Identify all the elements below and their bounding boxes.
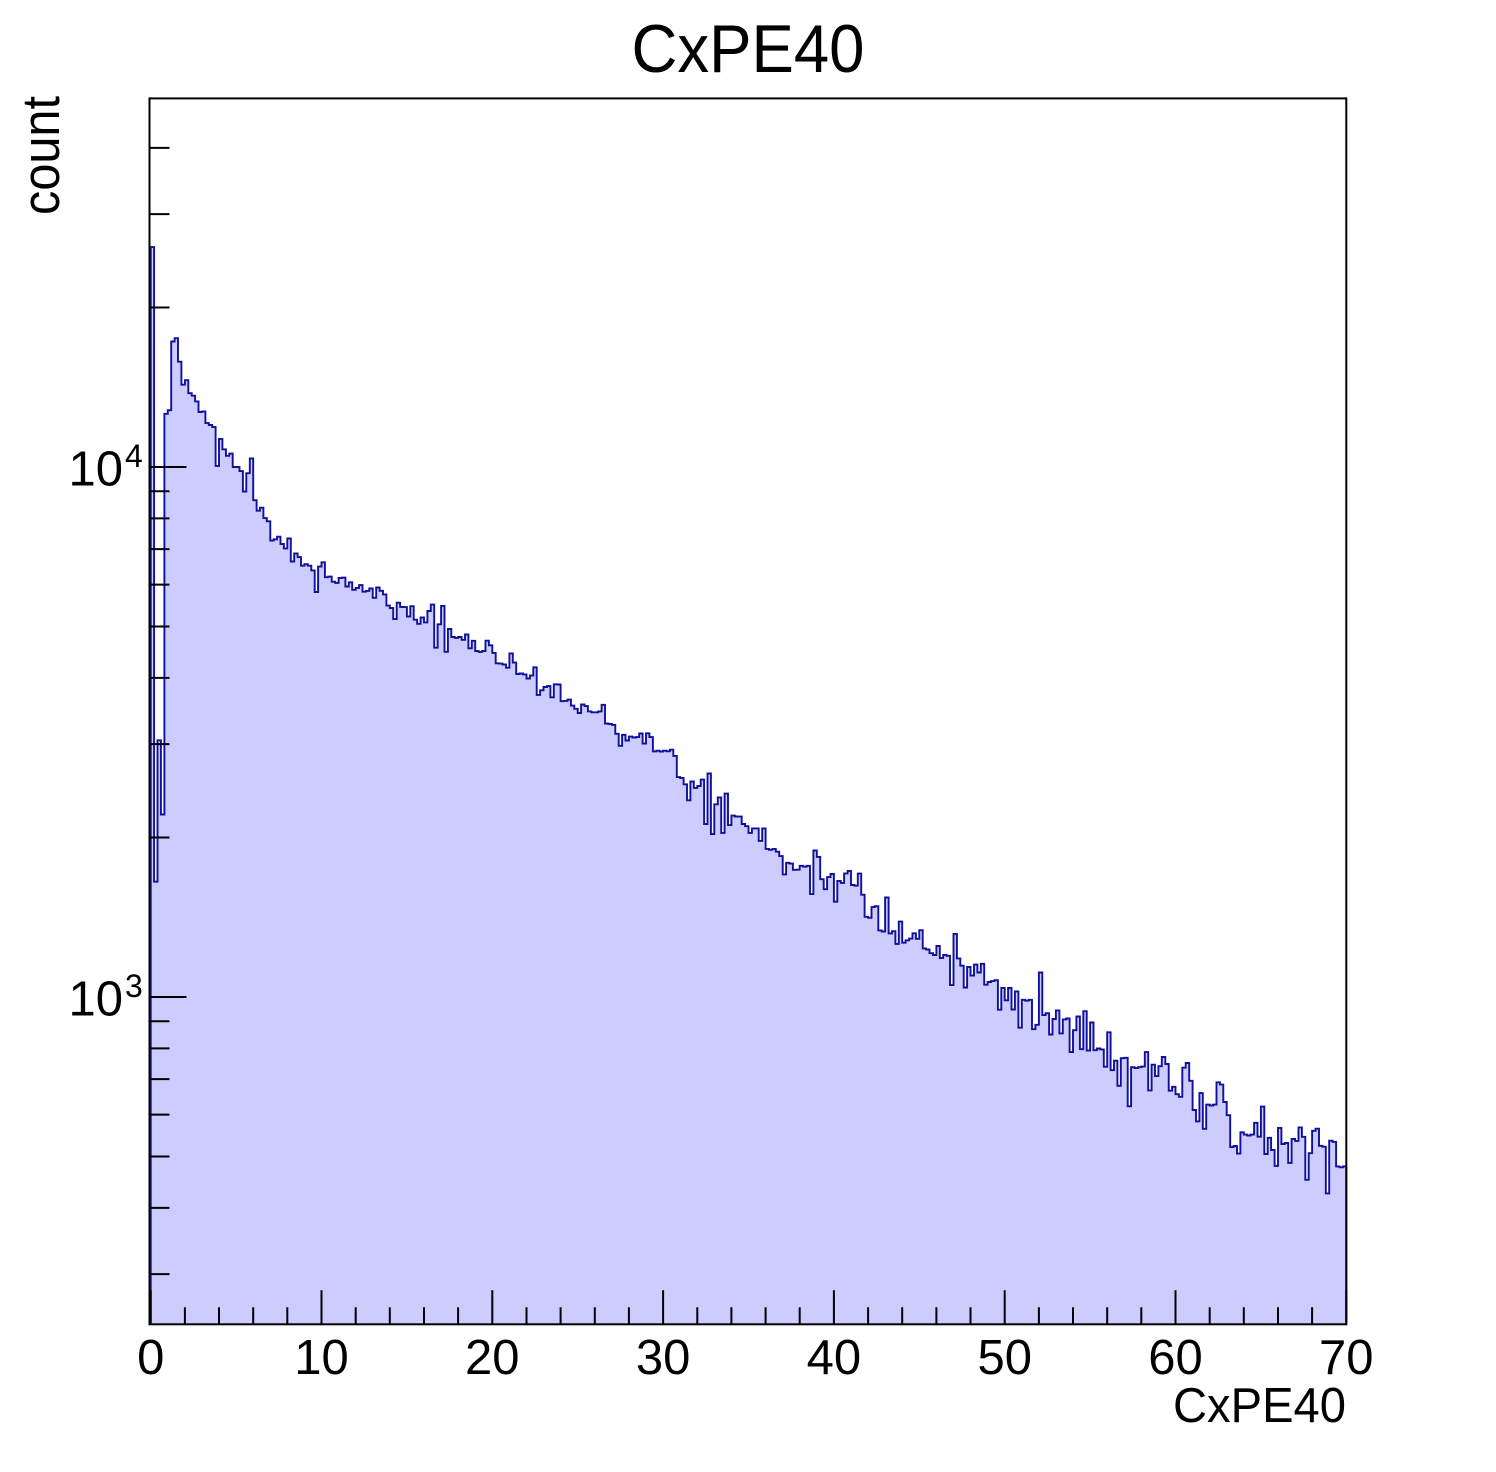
svg-text:count: count [12, 96, 71, 215]
svg-text:3: 3 [125, 968, 143, 1004]
svg-text:CxPE40: CxPE40 [632, 11, 865, 87]
svg-text:70: 70 [1319, 1331, 1374, 1385]
svg-text:20: 20 [465, 1331, 520, 1385]
svg-text:10: 10 [68, 973, 123, 1027]
svg-text:10: 10 [68, 443, 123, 497]
svg-text:50: 50 [977, 1331, 1032, 1385]
svg-text:4: 4 [125, 438, 143, 474]
svg-text:0: 0 [137, 1331, 164, 1385]
svg-text:30: 30 [636, 1331, 691, 1385]
svg-text:10: 10 [294, 1331, 349, 1385]
svg-text:40: 40 [807, 1331, 862, 1385]
svg-text:CxPE40: CxPE40 [1173, 1379, 1346, 1433]
svg-text:60: 60 [1148, 1331, 1203, 1385]
